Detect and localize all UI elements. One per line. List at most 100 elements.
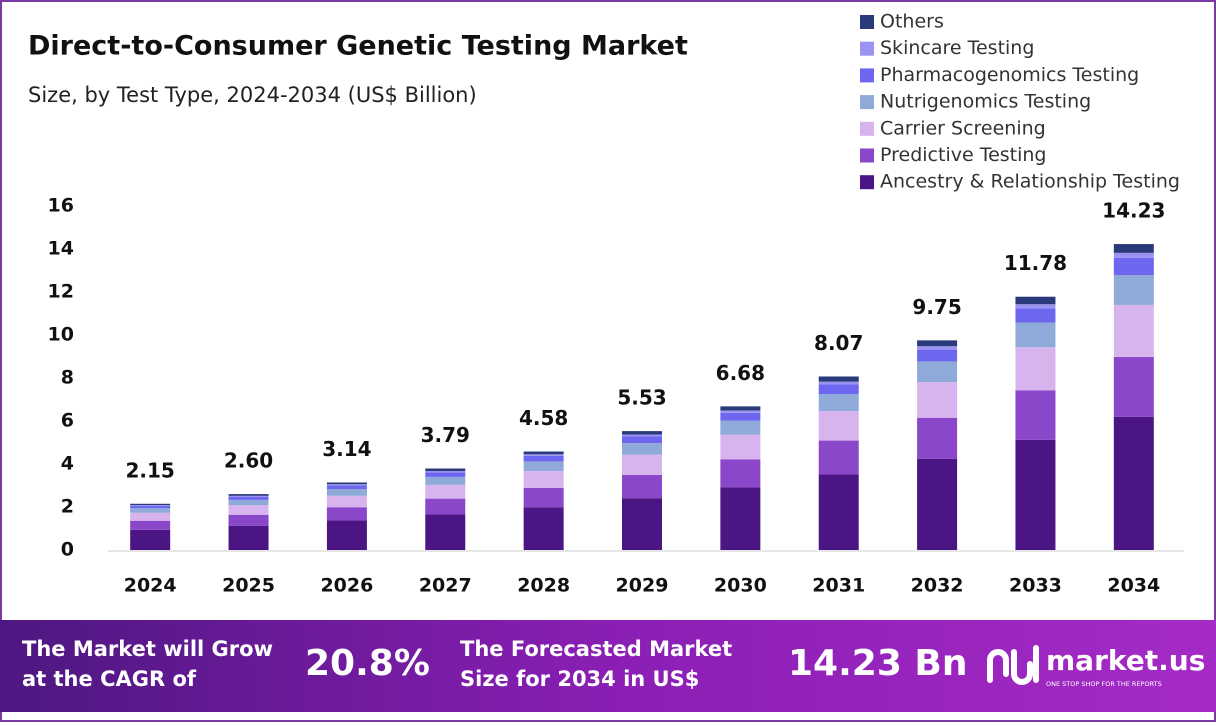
- legend-label: Skincare Testing: [880, 37, 1034, 59]
- bar-segment: [818, 440, 859, 475]
- bar-segment: [523, 455, 564, 462]
- bar-segment: [326, 489, 367, 496]
- x-tick-label: 2032: [911, 575, 964, 597]
- bar-segment: [130, 505, 171, 506]
- forecast-text: The Forecasted Market: [460, 637, 732, 661]
- bar-segment: [228, 496, 269, 500]
- x-tick-label: 2030: [714, 575, 767, 597]
- bar-segment: [130, 520, 171, 530]
- bar-segment: [326, 507, 367, 521]
- bar-segment: [622, 443, 662, 455]
- bar-segment: [720, 459, 761, 488]
- bar-segment: [622, 436, 662, 444]
- bar-segment: [818, 381, 859, 385]
- bar-segment: [1113, 244, 1154, 253]
- y-tick-label: 0: [61, 539, 74, 561]
- legend-swatch: [860, 121, 874, 136]
- bar-segment: [1113, 252, 1154, 258]
- bar-segment: [425, 476, 466, 485]
- x-tick-label: 2025: [222, 575, 275, 597]
- bar-segment: [326, 484, 367, 486]
- total-label: 9.75: [912, 295, 961, 319]
- bar-segment: [1113, 356, 1154, 417]
- x-tick-label: 2026: [320, 575, 373, 597]
- bar-segment: [130, 505, 171, 509]
- legend-swatch: [860, 95, 874, 110]
- bar-segment: [425, 498, 466, 515]
- bar-segment: [425, 472, 466, 477]
- bar-segment: [818, 474, 859, 550]
- x-tick-label: 2031: [812, 575, 865, 597]
- bar-segment: [228, 499, 269, 506]
- bar-segment: [1015, 390, 1056, 440]
- forecast-value: 14.23 Bn: [788, 643, 967, 684]
- bar-segment: [523, 507, 564, 550]
- bar-segment: [130, 508, 171, 513]
- y-tick-label: 10: [48, 324, 74, 346]
- total-label: 3.14: [322, 437, 371, 461]
- total-label: 5.53: [617, 386, 666, 410]
- y-tick-label: 16: [48, 195, 74, 217]
- total-label: 8.07: [814, 331, 863, 355]
- bar-segment: [1113, 275, 1154, 305]
- legend-label: Ancestry & Relationship Testing: [880, 171, 1180, 193]
- total-label: 4.58: [519, 406, 568, 430]
- y-tick-label: 4: [61, 453, 74, 475]
- forecast-text: Size for 2034 in US$: [460, 667, 699, 691]
- y-tick-label: 14: [48, 238, 74, 260]
- bar-segment: [425, 514, 466, 550]
- bar-segment: [917, 349, 958, 362]
- bar-segment: [720, 410, 761, 413]
- bar-segment: [1015, 308, 1056, 323]
- bar-segment: [818, 411, 859, 441]
- bar-segment: [622, 474, 662, 499]
- chart-subtitle: Size, by Test Type, 2024-2034 (US$ Billi…: [28, 83, 477, 107]
- cagr-text: at the CAGR of: [22, 667, 197, 691]
- x-tick-label: 2028: [517, 575, 570, 597]
- legend-swatch: [860, 15, 874, 29]
- total-label: 11.78: [1004, 251, 1067, 275]
- total-label: 6.68: [716, 361, 765, 385]
- bar-segment: [1015, 296, 1056, 305]
- y-tick-label: 12: [48, 281, 74, 303]
- cagr-text: The Market will Grow: [22, 637, 273, 661]
- bar-segment: [523, 471, 564, 488]
- brand-tagline: ONE STOP SHOP FOR THE REPORTS: [1046, 680, 1162, 688]
- bar-segment: [1015, 439, 1056, 550]
- bar-segment: [818, 376, 859, 382]
- bar-segment: [228, 494, 269, 496]
- y-tick-label: 6: [61, 410, 74, 432]
- bar-segment: [228, 505, 269, 515]
- bar-segment: [1015, 304, 1056, 309]
- bar-segment: [228, 514, 269, 526]
- chart-title: Direct-to-Consumer Genetic Testing Marke…: [28, 31, 688, 62]
- total-label: 2.15: [126, 458, 175, 482]
- bar-segment: [720, 412, 761, 421]
- bar-segment: [720, 406, 761, 411]
- bar-segment: [523, 451, 564, 455]
- cagr-value: 20.8%: [305, 643, 430, 684]
- bar-segment: [130, 503, 171, 506]
- legend-label: Nutrigenomics Testing: [880, 91, 1091, 113]
- bar-segment: [720, 487, 761, 550]
- bar-segment: [1015, 347, 1056, 391]
- bar-segment: [326, 485, 367, 490]
- bar-segment: [523, 461, 564, 472]
- bar-segment: [818, 384, 859, 395]
- bar-segment: [720, 434, 761, 460]
- bar-segment: [917, 458, 958, 550]
- legend-swatch: [860, 68, 874, 83]
- brand-name: market.us: [1046, 644, 1205, 677]
- legend-swatch: [860, 41, 874, 56]
- bar-segment: [917, 346, 958, 350]
- legend-label: Others: [880, 11, 944, 33]
- total-label: 3.79: [421, 423, 470, 447]
- bar-segment: [1113, 416, 1154, 550]
- bar-segment: [523, 454, 564, 456]
- bar-segment: [326, 482, 367, 485]
- bar-segment: [1113, 304, 1154, 357]
- bar-segment: [1113, 257, 1154, 276]
- legend-swatch: [860, 175, 874, 190]
